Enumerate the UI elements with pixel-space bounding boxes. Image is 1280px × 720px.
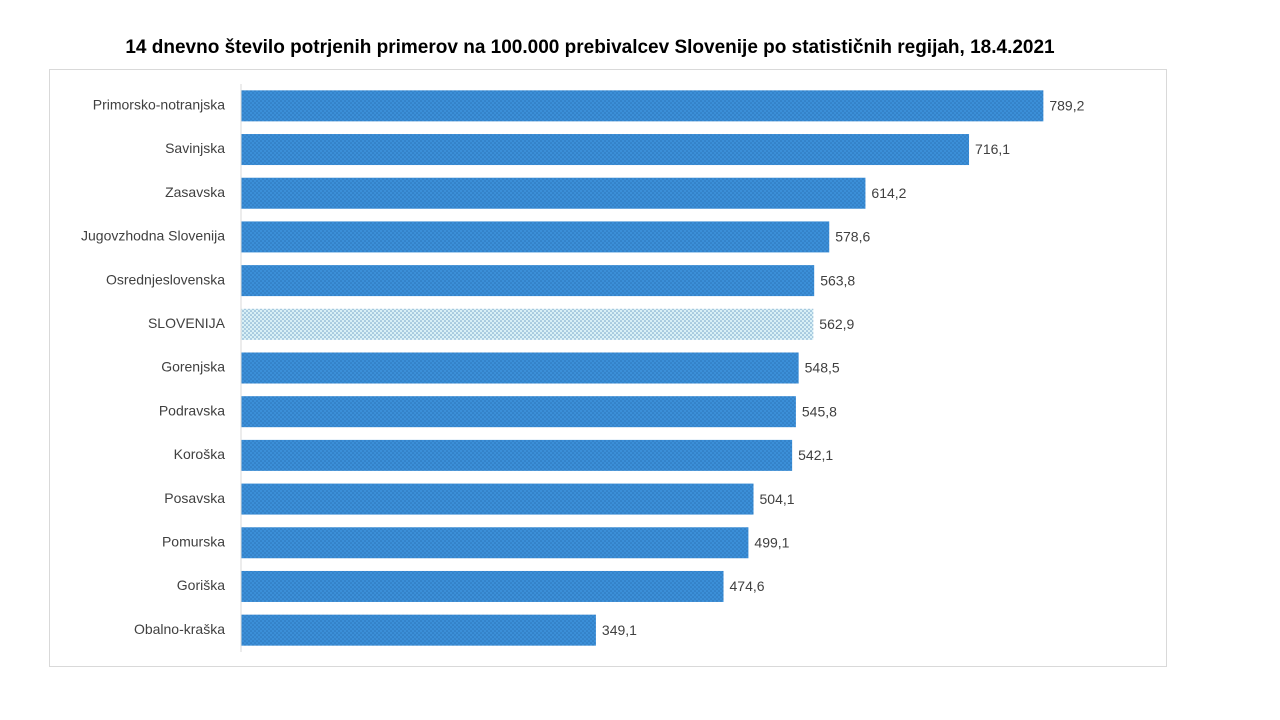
y-tick-label: Pomurska xyxy=(162,533,225,549)
bar xyxy=(241,483,754,515)
bar xyxy=(241,352,799,384)
bar xyxy=(241,439,793,471)
bar xyxy=(241,221,830,253)
chart-title: 14 dnevno število potrjenih primerov na … xyxy=(125,37,1055,58)
bar xyxy=(241,614,596,646)
value-label: 504,1 xyxy=(760,491,795,507)
y-tick-label: Gorenjska xyxy=(161,359,225,375)
y-tick-label: Primorsko-notranjska xyxy=(93,97,225,113)
value-label: 548,5 xyxy=(805,360,840,376)
plot-frame xyxy=(49,69,1167,667)
value-label: 499,1 xyxy=(754,534,789,550)
y-tick-label: Zasavska xyxy=(165,184,225,200)
value-label: 349,1 xyxy=(602,622,637,638)
bar xyxy=(241,265,815,297)
value-label: 578,6 xyxy=(835,229,870,245)
y-tick-label: Jugovzhodna Slovenija xyxy=(81,228,225,244)
bar xyxy=(241,177,866,209)
value-label: 716,1 xyxy=(975,141,1010,157)
bar xyxy=(241,527,749,559)
y-tick-label: Savinjska xyxy=(165,140,225,156)
y-tick-label: Osrednjeslovenska xyxy=(106,271,225,287)
bar xyxy=(241,570,724,602)
bar xyxy=(241,396,796,428)
y-tick-label: Posavska xyxy=(164,490,225,506)
y-tick-label: SLOVENIJA xyxy=(148,315,226,331)
bar xyxy=(241,134,970,166)
y-tick-label: Koroška xyxy=(174,446,226,462)
value-label: 474,6 xyxy=(730,578,765,594)
value-label: 789,2 xyxy=(1049,98,1084,114)
y-tick-label: Obalno-kraška xyxy=(134,621,225,637)
value-label: 542,1 xyxy=(798,447,833,463)
y-tick-label: Goriška xyxy=(177,577,225,593)
value-label: 545,8 xyxy=(802,403,837,419)
value-label: 614,2 xyxy=(871,185,906,201)
bar xyxy=(241,308,814,340)
value-label: 562,9 xyxy=(819,316,854,332)
bar xyxy=(241,90,1044,122)
value-label: 563,8 xyxy=(820,272,855,288)
y-tick-label: Podravska xyxy=(159,402,225,418)
